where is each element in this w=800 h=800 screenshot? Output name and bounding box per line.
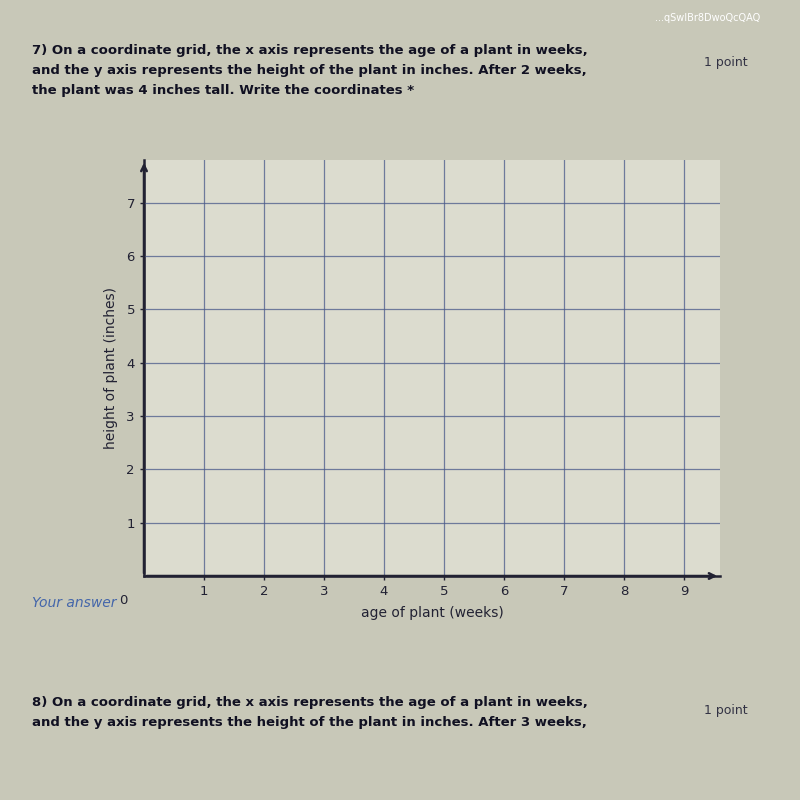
Text: 7) On a coordinate grid, the x axis represents the age of a plant in weeks,: 7) On a coordinate grid, the x axis repr… xyxy=(32,44,588,57)
Y-axis label: height of plant (inches): height of plant (inches) xyxy=(104,287,118,449)
Text: 8) On a coordinate grid, the x axis represents the age of a plant in weeks,: 8) On a coordinate grid, the x axis repr… xyxy=(32,696,588,709)
Text: ...qSwIBr8DwoQcQAQ: ...qSwIBr8DwoQcQAQ xyxy=(654,13,760,23)
Text: and the y axis represents the height of the plant in inches. After 2 weeks,: and the y axis represents the height of … xyxy=(32,64,586,77)
Text: 1 point: 1 point xyxy=(704,704,748,717)
Text: 1 point: 1 point xyxy=(704,56,748,69)
X-axis label: age of plant (weeks): age of plant (weeks) xyxy=(361,606,503,620)
Text: Your answer: Your answer xyxy=(32,596,117,610)
Text: 0: 0 xyxy=(119,594,127,606)
Text: the plant was 4 inches tall. Write the coordinates *: the plant was 4 inches tall. Write the c… xyxy=(32,84,414,97)
Text: and the y axis represents the height of the plant in inches. After 3 weeks,: and the y axis represents the height of … xyxy=(32,716,587,729)
